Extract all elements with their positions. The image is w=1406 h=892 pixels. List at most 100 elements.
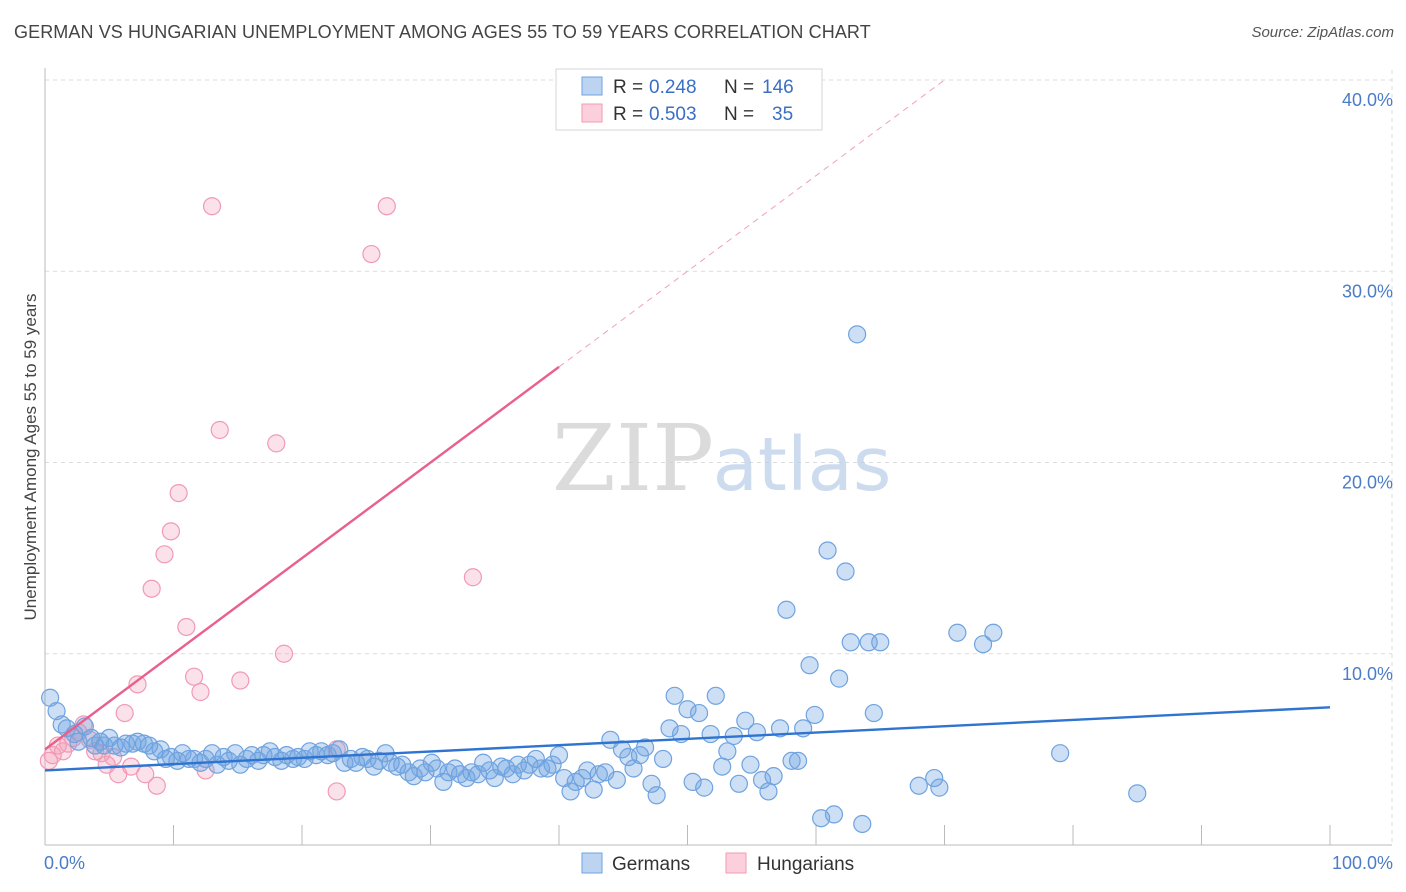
germans-point xyxy=(741,755,760,774)
germans-point xyxy=(151,740,170,759)
germans-trend-line xyxy=(44,706,1331,772)
y-tick-label-40: 40.0% xyxy=(1342,90,1393,110)
hungarians-point xyxy=(86,742,105,761)
germans-point xyxy=(653,749,673,769)
germans-point xyxy=(642,774,661,793)
germans-point xyxy=(764,767,783,786)
legend-hungarians-n-label: N = xyxy=(724,104,754,125)
axes xyxy=(44,68,1392,846)
germans-point xyxy=(589,765,608,784)
hungarians-point xyxy=(115,703,134,723)
germans-point xyxy=(660,719,679,738)
hungarians-point xyxy=(274,644,294,663)
bottom-legend-swatch-germans xyxy=(581,852,603,874)
bottom-legend-hungarians: Hungarians xyxy=(757,854,854,875)
legend-hungarians-r-value: 0.503 xyxy=(649,104,697,125)
germans-point xyxy=(584,780,603,799)
hungarians-trend-line xyxy=(44,365,560,751)
germans-point xyxy=(543,755,562,774)
germans-point xyxy=(678,700,697,719)
germans-point xyxy=(925,768,944,788)
bottom-legend-germans: Germans xyxy=(612,854,690,875)
germans-point xyxy=(116,734,136,753)
x-tick-labels: 0.0% 100.0% xyxy=(44,853,1393,873)
germans-point xyxy=(457,768,476,788)
hungarians-point xyxy=(43,746,62,765)
legend-swatch-hungarians xyxy=(581,103,603,123)
germans-point xyxy=(824,805,844,824)
germans-point xyxy=(416,763,435,782)
germans-point xyxy=(818,541,837,560)
watermark-zip: ZIP xyxy=(552,405,714,512)
legend-hungarians-n-value: 35 xyxy=(772,104,793,125)
germans-point xyxy=(736,711,755,730)
germans-point xyxy=(619,747,638,767)
germans-point xyxy=(713,757,732,776)
germans-point xyxy=(909,776,928,795)
bottom-legend: Germans Hungarians xyxy=(581,852,854,875)
germans-point xyxy=(718,742,737,761)
hungarians-points xyxy=(39,197,483,801)
germans-point xyxy=(805,705,824,725)
hungarians-point xyxy=(155,545,174,564)
germans-point xyxy=(752,770,772,790)
germans-point xyxy=(836,562,855,581)
hungarians-point xyxy=(463,568,483,587)
legend-swatch-germans xyxy=(581,76,603,96)
grid-lines xyxy=(45,70,1393,845)
hungarians-point xyxy=(128,675,147,694)
germans-point xyxy=(930,778,949,797)
y-tick-labels: 10.0% 20.0% 30.0% 40.0% xyxy=(1342,90,1393,684)
germans-point xyxy=(578,761,597,780)
germans-point xyxy=(665,686,684,705)
y-tick-label-30: 30.0% xyxy=(1342,281,1393,301)
hungarians-point xyxy=(169,484,188,503)
germans-point xyxy=(841,633,860,652)
legend-hungarians-r-label: R = xyxy=(613,104,643,125)
legend-germans-r-value: 0.248 xyxy=(649,77,697,98)
germans-point xyxy=(864,703,883,723)
chart-title: GERMAN VS HUNGARIAN UNEMPLOYMENT AMONG A… xyxy=(14,22,871,42)
hungarians-point xyxy=(191,682,210,702)
germans-point xyxy=(973,635,993,654)
germans-point xyxy=(128,732,147,751)
germans-point xyxy=(788,751,808,770)
germans-point xyxy=(695,778,714,797)
y-tick-label-10: 10.0% xyxy=(1342,664,1393,684)
germans-point xyxy=(1128,784,1147,803)
hungarians-point xyxy=(142,579,161,598)
germans-points xyxy=(41,325,1147,834)
germans-point xyxy=(1051,744,1070,763)
germans-point xyxy=(848,325,867,344)
germans-point xyxy=(531,759,551,778)
germans-point xyxy=(948,623,967,642)
hungarians-point xyxy=(267,434,286,453)
legend-germans-n-value: 146 xyxy=(762,77,794,98)
germans-point xyxy=(759,782,778,801)
germans-point xyxy=(549,746,569,765)
watermark: ZIP atlas xyxy=(552,405,892,512)
germans-point xyxy=(782,751,801,770)
hungarians-point xyxy=(177,617,196,637)
germans-point xyxy=(701,724,720,744)
source-credit: Source: ZipAtlas.com xyxy=(1251,24,1394,41)
hungarians-point xyxy=(184,667,204,686)
trend-lines xyxy=(44,79,1331,772)
germans-point xyxy=(561,782,580,801)
hungarians-point xyxy=(161,522,181,541)
germans-point xyxy=(853,814,872,834)
germans-point xyxy=(777,600,796,619)
hungarians-point xyxy=(362,244,381,264)
x-tick-label-end: 100.0% xyxy=(1332,853,1393,873)
germans-point xyxy=(139,736,159,755)
germans-point xyxy=(830,669,849,688)
germans-point xyxy=(647,786,666,805)
germans-point xyxy=(503,765,522,784)
hungarians-point xyxy=(377,197,396,216)
hungarians-point xyxy=(210,420,229,440)
germans-point xyxy=(105,736,124,755)
hungarians-point xyxy=(202,197,222,216)
y-axis-label: Unemployment Among Ages 55 to 59 years xyxy=(21,294,40,621)
germans-point xyxy=(871,633,890,652)
